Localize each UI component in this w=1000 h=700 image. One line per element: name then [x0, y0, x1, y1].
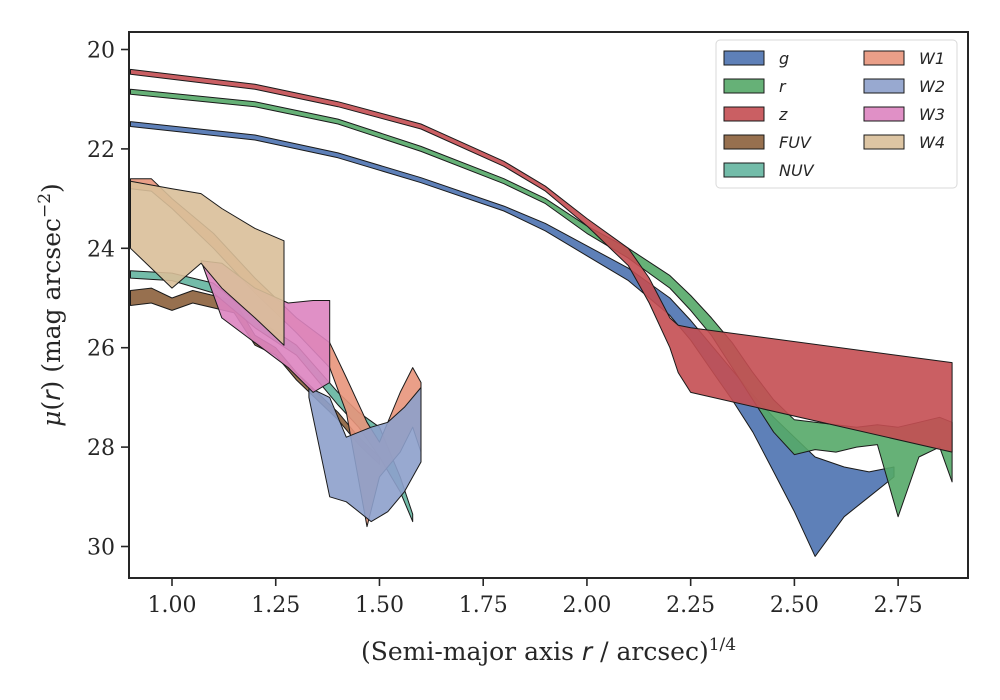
legend-swatch-z: [723, 106, 765, 122]
x-axis-label: (Semi-major axis r / arcsec)1/4: [361, 635, 736, 666]
legend-swatch-nuv: [723, 162, 765, 178]
legend-box: [715, 39, 958, 189]
legend-label-nuv: NUV: [779, 161, 815, 180]
y-tick-label: 20: [87, 39, 115, 64]
legend-label-z: z: [778, 105, 788, 124]
x-tick-label: 1.00: [148, 593, 197, 618]
x-tick-label: 1.75: [459, 593, 508, 618]
legend-label-r: r: [779, 77, 787, 96]
x-tick-label: 1.50: [355, 593, 404, 618]
y-axis-label: μ(r) (mag arcsec−2): [35, 183, 66, 427]
y-tick-label: 24: [87, 237, 115, 262]
legend: grz FUV NUV W1 W2 W3 W4: [715, 39, 958, 189]
legend-swatch-fuv: [723, 134, 765, 150]
series-layer: [130, 68, 953, 557]
band-z: [130, 68, 953, 453]
legend-label-w2: W2: [919, 77, 945, 96]
y-tick-label: 28: [87, 436, 115, 461]
legend-label-fuv: FUV: [779, 133, 812, 152]
plot-frame: [128, 31, 969, 579]
band-w2: [308, 387, 422, 523]
x-tick-label: 2.50: [770, 593, 819, 618]
band-w4: [130, 180, 285, 346]
y-tick-label: 30: [87, 536, 115, 561]
x-tick-label: 2.75: [874, 593, 923, 618]
legend-swatch-w4: [863, 134, 905, 150]
legend-label-w4: W4: [919, 133, 945, 152]
legend-label-g: g: [779, 49, 789, 68]
legend-label-w1: W1: [919, 49, 945, 68]
legend-swatch-w3: [863, 106, 905, 122]
y-tick-label: 26: [87, 337, 115, 362]
legend-swatch-w1: [863, 50, 905, 66]
legend-label-w3: W3: [919, 105, 945, 124]
axes-layer: 1.00 1.25 1.50 1.75 2.00 2.25 2.50 2.75 20 22 24 26…: [35, 31, 969, 666]
x-tick-label: 2.25: [666, 593, 715, 618]
x-tick-label: 2.00: [562, 593, 611, 618]
x-tick-label: 1.25: [251, 593, 300, 618]
y-tick-label: 22: [87, 138, 115, 163]
legend-swatch-r: [723, 78, 765, 94]
legend-swatch-w2: [863, 78, 905, 94]
legend-swatch-g: [723, 50, 765, 66]
